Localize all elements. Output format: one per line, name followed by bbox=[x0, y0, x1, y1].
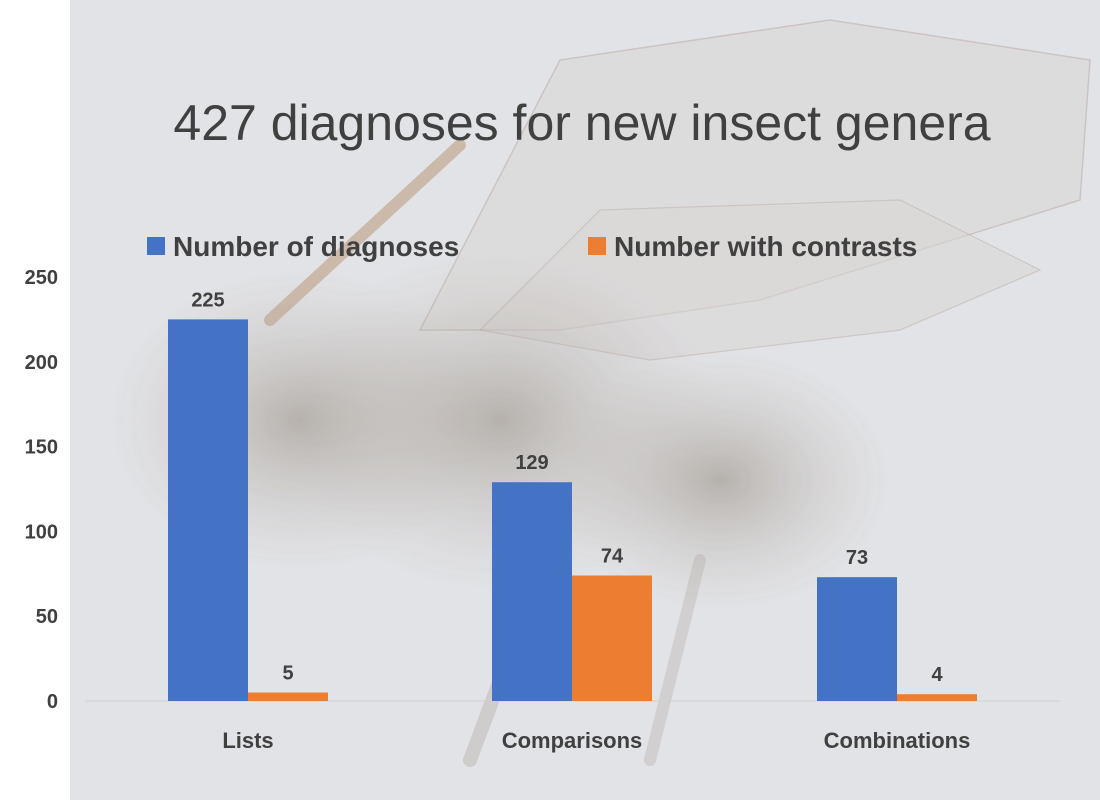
x-axis: Lists Comparisons Combinations bbox=[222, 728, 970, 753]
y-tick-label-0: 0 bbox=[47, 691, 58, 713]
bar-comparisons-number-with-contrasts bbox=[572, 575, 652, 701]
y-tick-label-150: 150 bbox=[25, 437, 58, 459]
y-tick-label-50: 50 bbox=[36, 606, 58, 628]
bar-comparisons-number-of-diagnoses bbox=[492, 482, 572, 701]
legend-swatch-number-of-diagnoses bbox=[147, 237, 165, 255]
data-label-combinations-number-with-contrasts: 4 bbox=[931, 664, 943, 686]
bars bbox=[168, 319, 977, 701]
legend: Number of diagnoses Number with contrast… bbox=[147, 231, 917, 262]
y-tick-label-200: 200 bbox=[25, 352, 58, 374]
x-tick-label-comparisons: Comparisons bbox=[502, 728, 643, 753]
data-label-comparisons-number-of-diagnoses: 129 bbox=[515, 452, 548, 474]
bar-combinations-number-of-diagnoses bbox=[817, 577, 897, 701]
x-tick-label-combinations: Combinations bbox=[824, 728, 971, 753]
data-label-lists-number-of-diagnoses: 225 bbox=[191, 289, 224, 311]
bar-combinations-number-with-contrasts bbox=[897, 694, 977, 701]
chart-title: 427 diagnoses for new insect genera bbox=[173, 95, 990, 151]
data-label-lists-number-with-contrasts: 5 bbox=[282, 663, 293, 685]
y-tick-label-250: 250 bbox=[25, 267, 58, 289]
y-tick-label-100: 100 bbox=[25, 521, 58, 543]
data-label-comparisons-number-with-contrasts: 74 bbox=[601, 545, 624, 567]
x-tick-label-lists: Lists bbox=[222, 728, 273, 753]
legend-label-number-of-diagnoses: Number of diagnoses bbox=[173, 231, 459, 262]
bar-lists-number-of-diagnoses bbox=[168, 319, 248, 701]
legend-label-number-with-contrasts: Number with contrasts bbox=[614, 231, 917, 262]
bar-lists-number-with-contrasts bbox=[248, 692, 328, 701]
data-label-combinations-number-of-diagnoses: 73 bbox=[846, 547, 868, 569]
legend-swatch-number-with-contrasts bbox=[588, 237, 606, 255]
y-axis: 0 50 100 150 200 250 bbox=[25, 267, 58, 713]
data-labels: 225 5 129 74 73 4 bbox=[191, 289, 943, 686]
